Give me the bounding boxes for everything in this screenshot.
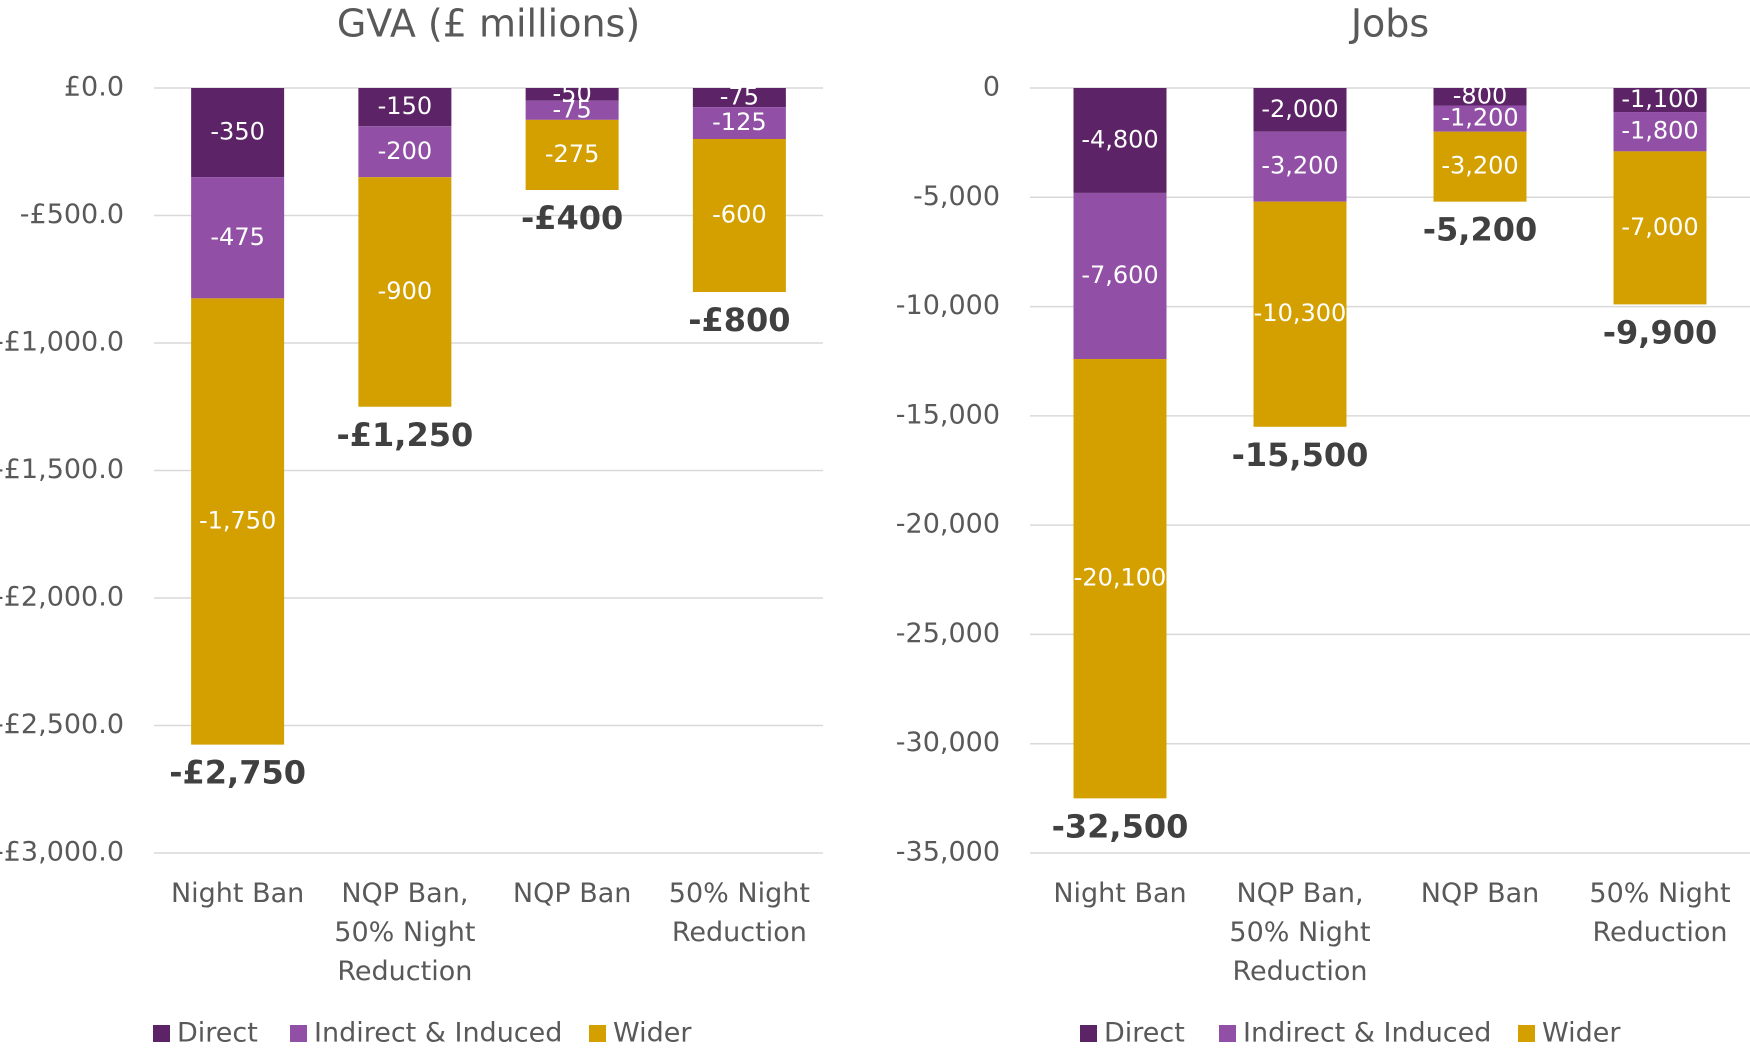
total-label: -5,200 [1423,211,1538,249]
total-label: -32,500 [1052,807,1189,845]
bar-segment [1253,131,1347,202]
bar-segment [191,298,285,745]
y-tick-label: -£2,500.0 [0,709,124,740]
y-tick-label: £0.0 [64,72,124,103]
bar-segment [692,139,786,292]
y-tick-label: -£2,000.0 [0,582,124,613]
x-tick-label: NQP Ban [513,878,632,909]
data-label: -350 [210,118,264,146]
y-tick-label: -15,000 [896,399,1000,430]
data-label: -1,750 [199,507,276,535]
bar-segment [1073,192,1167,360]
data-label: -800 [1453,82,1507,110]
data-label: -20,100 [1074,564,1167,592]
chart-title: Jobs [1349,2,1429,46]
bar-segment [358,88,452,127]
data-label: -275 [545,140,599,168]
y-tick-label: -10,000 [896,290,1000,321]
bar-segment [1433,105,1527,132]
bar-segment [1433,131,1527,202]
bar-segment [1613,112,1707,152]
bar-segment [1613,151,1707,305]
bar-segment [1433,88,1527,106]
legend-swatch [1518,1025,1535,1042]
legend-swatch [153,1025,170,1042]
legend-label: Direct [1104,1018,1185,1049]
data-label: -7,600 [1081,261,1158,289]
bar-segment [1073,359,1167,799]
x-tick-label: NQP Ban, 50% Night Reduction [1229,878,1370,987]
total-label: -9,900 [1603,313,1718,351]
data-label: -150 [378,92,432,120]
y-tick-label: -20,000 [896,509,1000,540]
data-label: -1,200 [1441,104,1518,132]
y-tick-label: -£1,500.0 [0,454,124,485]
bar-segment [191,88,285,178]
bar-segment [358,126,452,178]
y-tick-label: -5,000 [913,181,1000,212]
legend-label: Indirect & Induced [1243,1018,1491,1049]
y-tick-label: -30,000 [896,727,1000,758]
data-label: -200 [378,137,432,165]
data-label: -1,100 [1621,85,1698,113]
legend-swatch [1080,1025,1097,1042]
legend-label: Wider [1542,1018,1621,1049]
data-label: -600 [712,201,766,229]
x-tick-label: NQP Ban, 50% Night Reduction [334,878,475,987]
bar-segment [191,177,285,299]
y-tick-label: -£3,000.0 [0,837,124,868]
total-label: -15,500 [1232,436,1369,474]
data-label: -2,000 [1261,95,1338,123]
legend-swatch [1219,1025,1236,1042]
data-label: -4,800 [1081,125,1158,153]
bar-segment [692,107,786,139]
legend-swatch [290,1025,307,1042]
x-tick-label: 50% Night Reduction [669,878,810,948]
y-tick-label: -25,000 [896,618,1000,649]
bar-segment [1253,88,1347,132]
legend-label: Wider [613,1018,692,1049]
data-label: -10,300 [1254,299,1347,327]
bar-segment [358,177,452,407]
data-label: -3,200 [1441,152,1518,180]
legend-swatch [589,1025,606,1042]
data-label: -1,800 [1621,117,1698,145]
x-tick-label: Night Ban [1053,878,1186,909]
data-label: -7,000 [1621,213,1698,241]
total-label: -£1,250 [336,416,473,454]
chart-title: GVA (£ millions) [337,2,640,46]
bar-segment [1613,88,1707,113]
y-tick-label: -£1,000.0 [0,327,124,358]
total-label: -£400 [521,199,623,237]
data-label: -3,200 [1261,152,1338,180]
bar-segment [692,88,786,108]
y-tick-label: 0 [983,72,1000,103]
bar-segment [1073,88,1167,193]
data-label: -900 [378,277,432,305]
legend-label: Indirect & Induced [314,1018,562,1049]
data-label: -75 [720,83,759,111]
bar-segment [525,88,619,101]
bar-segment [525,100,619,120]
total-label: -£800 [688,301,790,339]
data-label: -125 [712,108,766,136]
y-tick-label: -£500.0 [20,199,124,230]
data-label: -75 [553,95,592,123]
x-tick-label: NQP Ban [1421,878,1540,909]
y-tick-label: -35,000 [896,837,1000,868]
x-tick-label: 50% Night Reduction [1589,878,1730,948]
total-label: -£2,750 [169,754,306,792]
data-label: -475 [210,223,264,251]
x-tick-label: Night Ban [171,878,304,909]
bar-segment [1253,201,1347,427]
legend-label: Direct [177,1018,258,1049]
bar-segment [525,119,619,190]
